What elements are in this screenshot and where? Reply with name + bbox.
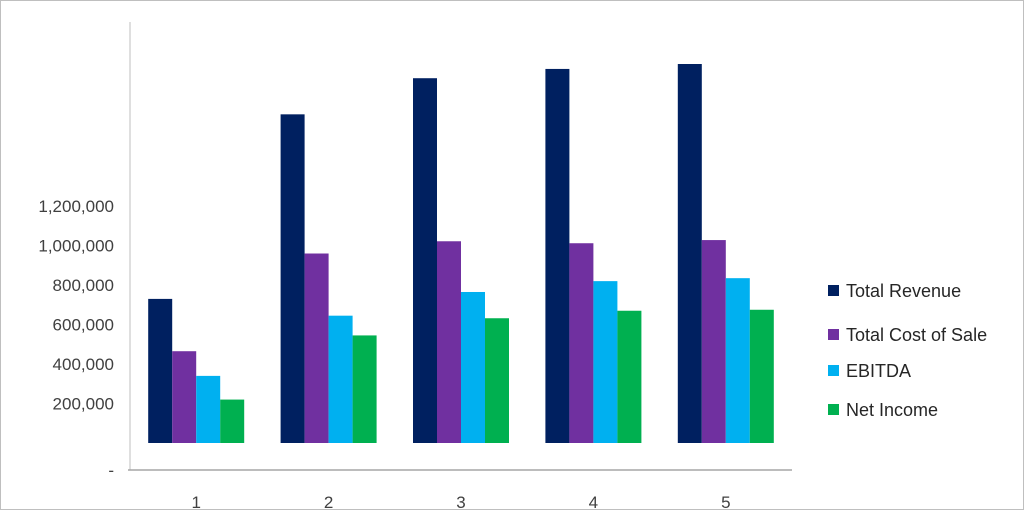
x-tick-label: 2 bbox=[324, 493, 333, 510]
bar-total-cost-of-sale-1 bbox=[172, 351, 197, 443]
legend-label: Total Revenue bbox=[846, 281, 961, 301]
legend-label: Net Income bbox=[846, 400, 938, 420]
x-tick-label: 3 bbox=[456, 493, 465, 510]
bar-total-cost-of-sale-4 bbox=[569, 243, 594, 443]
y-tick-label: 1,200,000 bbox=[38, 197, 114, 216]
bar-net-income-5 bbox=[749, 309, 774, 443]
y-axis-ticks: - 200,000 400,000 600,000 800,000 1,000,000 1,… bbox=[38, 197, 114, 480]
bar-total-cost-of-sale-5 bbox=[701, 240, 726, 443]
bar-total-revenue-3 bbox=[413, 78, 437, 444]
bar-total-cost-of-sale-3 bbox=[437, 241, 461, 443]
y-tick-label: - bbox=[108, 461, 114, 480]
y-tick-label: 600,000 bbox=[53, 316, 114, 335]
bar-total-revenue-2 bbox=[280, 114, 305, 443]
legend-label: Total Cost of Sale bbox=[846, 325, 987, 345]
bar-ebitda-1 bbox=[196, 375, 221, 443]
bar-total-cost-of-sale-2 bbox=[304, 253, 329, 443]
bar-total-revenue-5 bbox=[677, 64, 702, 443]
bar-ebitda-4 bbox=[593, 281, 618, 443]
bar-net-income-1 bbox=[220, 399, 245, 443]
bar-ebitda-3 bbox=[461, 291, 485, 443]
legend-swatch bbox=[828, 285, 839, 296]
bar-ebitda-5 bbox=[725, 278, 750, 443]
y-tick-label: 800,000 bbox=[53, 276, 114, 295]
bar-ebitda-2 bbox=[328, 315, 353, 443]
y-tick-label: 200,000 bbox=[53, 395, 114, 414]
x-tick-label: 5 bbox=[721, 493, 730, 510]
legend-swatch bbox=[828, 365, 839, 376]
x-tick-label: 1 bbox=[191, 493, 200, 510]
legend-swatch bbox=[828, 329, 839, 340]
y-tick-label: 1,000,000 bbox=[38, 237, 114, 256]
bars bbox=[148, 64, 774, 444]
bar-net-income-2 bbox=[352, 335, 377, 443]
bar-net-income-3 bbox=[485, 318, 509, 443]
bar-total-revenue-1 bbox=[148, 298, 173, 443]
x-tick-label: 4 bbox=[589, 493, 598, 510]
x-axis-ticks: 1 2 3 4 5 bbox=[191, 493, 730, 510]
bar-total-revenue-4 bbox=[545, 68, 570, 443]
legend: Total Revenue Total Cost of Sale EBITDA Net… bbox=[828, 281, 987, 420]
y-tick-label: 400,000 bbox=[53, 355, 114, 374]
legend-label: EBITDA bbox=[846, 361, 911, 381]
bar-net-income-4 bbox=[617, 310, 642, 443]
legend-swatch bbox=[828, 404, 839, 415]
